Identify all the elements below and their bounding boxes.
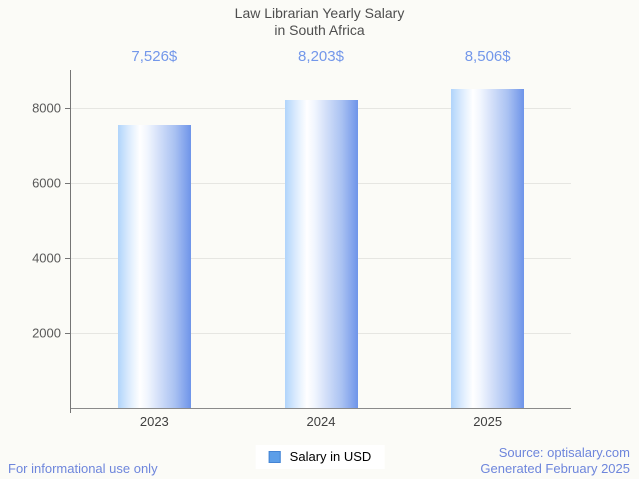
y-axis-label: 4000 <box>32 250 61 266</box>
bar <box>117 125 191 408</box>
generated-text: Generated February 2025 <box>480 460 630 476</box>
y-axis-label: 6000 <box>32 175 61 191</box>
legend: Salary in USD <box>255 445 385 469</box>
chart-title: Law Librarian Yearly Salary in South Afr… <box>0 5 639 39</box>
chart-title-line2: in South Africa <box>274 22 365 39</box>
y-axis-tick <box>65 257 70 259</box>
legend-swatch-icon <box>268 450 281 463</box>
plot-area: 2000 4000 6000 8000 7,526$ 2023 8,203$ 2024 8,50… <box>32 48 571 429</box>
x-axis-label: 2025 <box>473 414 503 429</box>
source-block: Source: optisalary.com Generated Februar… <box>480 445 630 476</box>
bar-value-label: 8,506$ <box>464 48 511 65</box>
y-axis-tick <box>65 107 70 109</box>
bar-value-label: 7,526$ <box>131 48 178 65</box>
source-text: Source: optisalary.com <box>498 445 630 461</box>
bar <box>451 88 525 408</box>
y-axis-label: 2000 <box>32 325 61 341</box>
bar <box>284 99 358 408</box>
x-axis-label: 2023 <box>139 414 169 429</box>
x-axis-label: 2024 <box>306 414 336 429</box>
y-axis-tick <box>65 332 70 334</box>
y-axis-label: 8000 <box>32 100 61 116</box>
x-axis-start-tick <box>70 408 71 413</box>
y-axis-tick <box>65 182 70 184</box>
disclaimer-text: For informational use only <box>8 461 158 476</box>
bar-value-label: 8,203$ <box>298 48 344 65</box>
legend-label: Salary in USD <box>289 449 372 464</box>
chart-title-line1: Law Librarian Yearly Salary <box>234 5 405 21</box>
